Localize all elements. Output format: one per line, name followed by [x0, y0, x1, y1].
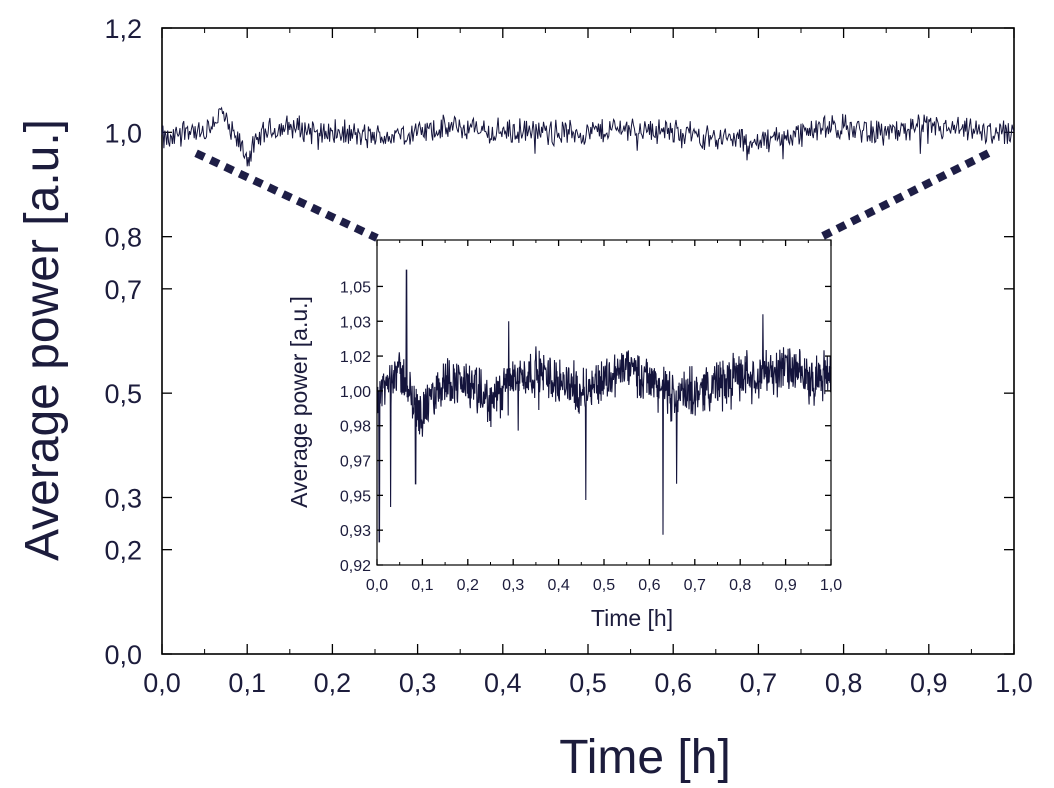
inset-x-tick-label: 1,0: [820, 577, 842, 594]
main-x-tick-label: 0,5: [569, 668, 607, 698]
inset-y-tick-labels: 0,92 0,93 0,95 0,97 0,98 1,00 1,02 1,03 1,05: [340, 279, 371, 575]
main-x-tick-label: 0,3: [399, 668, 437, 698]
inset-y-tick-label: 0,97: [340, 454, 371, 471]
inset-x-tick-label: 0,8: [729, 577, 751, 594]
main-x-tick-labels: 0,0 0,1 0,2 0,3 0,4 0,5 0,6 0,7 0,8 0,9 1,0: [143, 668, 1033, 698]
main-y-tick-label: 0,2: [104, 536, 142, 566]
main-x-tick-label: 0,7: [740, 668, 778, 698]
main-x-tick-label: 0,8: [825, 668, 863, 698]
inset-x-tick-label: 0,7: [684, 577, 706, 594]
inset-series-line: [376, 269, 832, 543]
main-series-line: [161, 106, 1015, 167]
inset-x-tick-label: 0,4: [547, 577, 569, 594]
main-series: [161, 106, 1015, 167]
inset-plot-background: [377, 240, 831, 565]
inset-x-axis-title: Time [h]: [591, 605, 673, 631]
inset-y-axis-title: Average power [a.u.]: [286, 296, 312, 508]
main-y-tick-label: 1,0: [104, 118, 142, 148]
zoom-line-left: [194, 149, 379, 242]
inset-x-tick-label: 0,9: [774, 577, 796, 594]
main-y-axis-title: Average power [a.u.]: [16, 119, 69, 561]
main-x-tick-label: 1,0: [995, 668, 1033, 698]
inset-y-tick-label: 0,92: [340, 558, 371, 575]
inset-plot: 0,0 0,1 0,2 0,3 0,4 0,5 0,6 0,7 0,8 0,9 1,0 0,920,…: [286, 239, 842, 631]
inset-y-tick-label: 0,98: [340, 419, 371, 436]
inset-series: [376, 269, 832, 543]
zoom-lines: [194, 149, 991, 242]
main-x-tick-label: 0,0: [143, 668, 181, 698]
inset-x-tick-label: 0,3: [502, 577, 524, 594]
main-ticks: [161, 27, 1015, 655]
main-y-tick-label: 0,8: [104, 223, 142, 253]
main-x-tick-label: 0,1: [228, 668, 266, 698]
main-y-tick-labels: 0,0 0,2 0,3 0,5 0,7 0,8 1,0 1,2: [104, 14, 142, 670]
inset-x-tick-label: 0,1: [411, 577, 433, 594]
main-y-tick-label: 0,5: [104, 379, 142, 409]
main-y-tick-label: 0,7: [104, 275, 142, 305]
inset-x-tick-label: 0,2: [457, 577, 479, 594]
inset-x-tick-label: 0,0: [366, 577, 388, 594]
inset-y-tick-label: 0,93: [340, 523, 371, 540]
inset-y-tick-label: 1,00: [340, 384, 371, 401]
main-y-tick-label: 1,2: [104, 14, 142, 44]
inset-y-tick-label: 1,05: [340, 279, 371, 296]
inset-x-tick-label: 0,6: [638, 577, 660, 594]
inset-x-tick-label: 0,5: [593, 577, 615, 594]
main-plot: 0,0 0,1 0,2 0,3 0,4 0,5 0,6 0,7 0,8 0,9 1,0 0,0 0,2…: [16, 14, 1033, 784]
inset-x-tick-labels: 0,0 0,1 0,2 0,3 0,4 0,5 0,6 0,7 0,8 0,9 1,0: [366, 577, 842, 594]
inset-y-tick-label: 1,02: [340, 349, 371, 366]
inset-y-tick-label: 1,03: [340, 314, 371, 331]
inset-y-tick-label: 0,95: [340, 488, 371, 505]
main-y-tick-label: 0,0: [104, 640, 142, 670]
main-y-tick-label: 0,3: [104, 484, 142, 514]
main-x-tick-label: 0,2: [314, 668, 352, 698]
main-x-axis-title: Time [h]: [559, 731, 731, 784]
main-x-tick-label: 0,6: [654, 668, 692, 698]
inset-ticks: [376, 240, 832, 566]
main-x-tick-label: 0,4: [484, 668, 522, 698]
main-x-tick-label: 0,9: [910, 668, 948, 698]
